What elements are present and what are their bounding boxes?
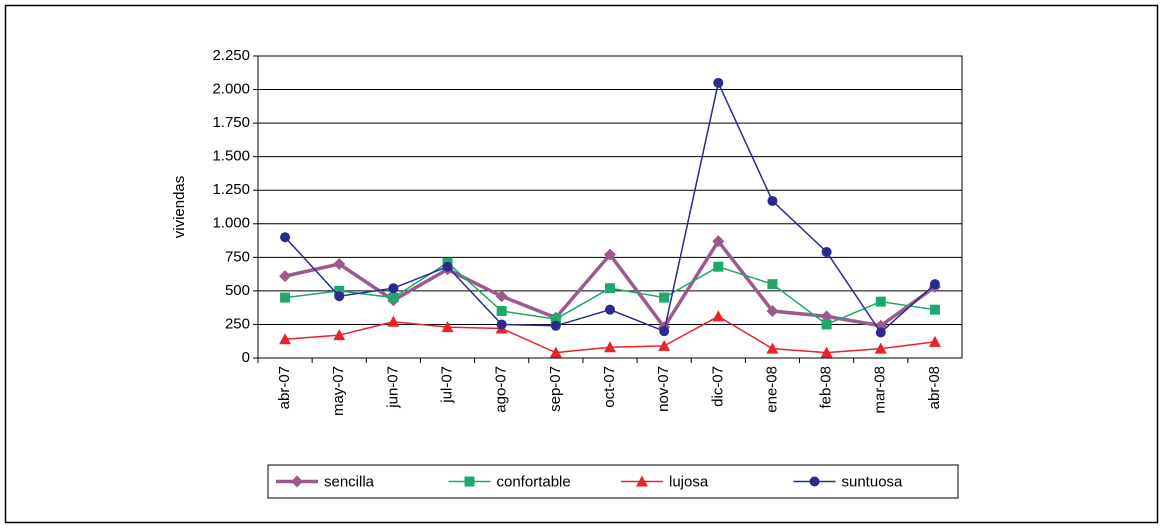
marker: [333, 329, 346, 341]
marker: [604, 341, 616, 353]
x-tick-label: dic-07: [709, 366, 726, 407]
marker: [495, 290, 508, 303]
x-tick-label: mar-08: [872, 366, 889, 414]
y-tick-label: 2.000: [212, 81, 250, 98]
marker: [442, 261, 453, 272]
marker: [821, 246, 832, 257]
marker: [929, 304, 940, 315]
legend-label: lujosa: [669, 473, 709, 490]
y-tick-label: 250: [225, 315, 250, 332]
marker: [874, 342, 887, 354]
x-tick-label: feb-08: [818, 366, 835, 409]
legend-label: sencilla: [324, 473, 375, 490]
marker: [604, 248, 616, 261]
legend-label: confortable: [497, 473, 571, 490]
marker: [659, 292, 670, 303]
marker: [712, 310, 725, 322]
marker: [605, 283, 615, 294]
x-tick-label: abr-08: [926, 366, 943, 409]
y-tick-label: 1.750: [212, 114, 250, 131]
marker: [928, 335, 941, 347]
marker: [549, 346, 562, 358]
marker: [767, 195, 778, 206]
marker: [766, 342, 779, 354]
marker: [875, 296, 886, 307]
marker: [605, 304, 615, 315]
y-tick-label: 500: [225, 282, 250, 299]
chart-frame: [4, 4, 1159, 524]
marker: [929, 279, 940, 290]
y-tick-label: 2.250: [212, 47, 250, 64]
marker: [464, 476, 475, 487]
y-tick-label: 1.000: [212, 215, 250, 232]
legend-label: suntuosa: [842, 473, 904, 490]
marker: [712, 235, 725, 248]
x-tick-label: ago-07: [493, 366, 510, 413]
x-tick-label: oct-07: [601, 366, 618, 408]
y-tick-label: 1.500: [212, 148, 250, 165]
marker: [875, 327, 886, 338]
marker: [291, 475, 303, 488]
marker: [334, 285, 345, 296]
marker: [767, 279, 778, 290]
x-tick-label: abr-07: [276, 366, 293, 409]
marker: [659, 326, 670, 337]
marker: [550, 314, 561, 325]
y-tick-label: 1.250: [212, 181, 250, 198]
marker: [388, 292, 399, 303]
marker: [280, 292, 291, 303]
marker: [280, 232, 291, 243]
marker: [334, 291, 345, 302]
marker: [387, 315, 400, 327]
x-tick-label: sep-07: [547, 366, 564, 412]
x-tick-label: jun-07: [384, 366, 401, 409]
y-tick-label: 750: [225, 248, 250, 265]
marker: [496, 319, 507, 330]
marker: [820, 310, 833, 323]
y-tick-label: 0: [242, 349, 250, 366]
marker: [766, 305, 779, 318]
marker: [279, 333, 292, 345]
marker: [496, 306, 507, 317]
x-tick-label: may-07: [330, 366, 347, 416]
marker: [279, 270, 292, 283]
x-tick-label: jul-07: [439, 366, 456, 404]
marker: [658, 339, 671, 351]
marker: [388, 283, 399, 294]
y-axis-label: viviendas: [171, 176, 188, 239]
marker: [441, 321, 454, 333]
legend-frame: [267, 464, 959, 499]
x-tick-label: ene-08: [763, 366, 780, 413]
marker: [333, 258, 346, 271]
marker: [809, 476, 820, 487]
marker: [636, 475, 648, 487]
marker: [713, 77, 724, 88]
marker: [713, 261, 724, 272]
x-tick-label: nov-07: [655, 366, 672, 412]
marker: [821, 319, 832, 330]
marker: [550, 320, 561, 331]
marker: [820, 346, 833, 358]
